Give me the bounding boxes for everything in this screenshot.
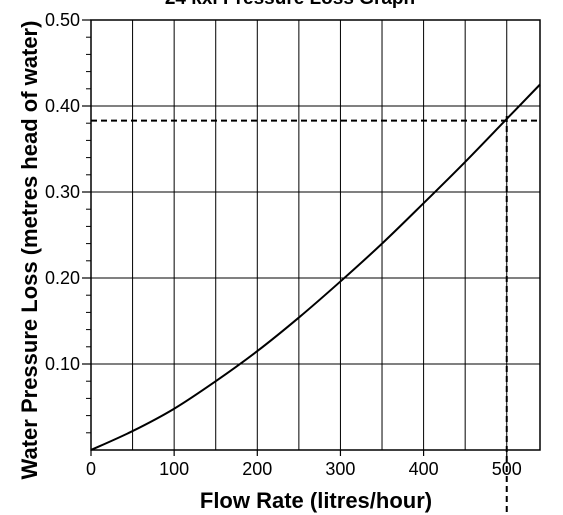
x-tick-label: 300 [325,459,355,479]
x-tick-label: 0 [86,459,96,479]
y-tick-label: 0.20 [45,268,80,288]
x-tick-label: 500 [492,459,522,479]
y-tick-label: 0.30 [45,182,80,202]
tick-labels: 0.10 0.20 0.30 0.40 0.50 0 100 200 300 400 500 [45,10,522,479]
series-line [90,83,541,451]
y-tick-label: 0.40 [45,96,80,116]
y-tick-label: 0.10 [45,354,80,374]
plot-area-frame [90,19,541,451]
minor-ticks [82,19,508,456]
x-tick-label: 200 [242,459,272,479]
reference-lines [91,116,537,515]
x-axis-label: Flow Rate (litres/hour) [200,488,432,513]
chart-title: 24 kxl Pressure Loss Graph [165,0,415,9]
y-tick-label: 0.50 [45,10,80,30]
y-axis-label: Water Pressure Loss (metres head of wate… [17,21,42,480]
x-tick-label: 100 [159,459,189,479]
series-layer [90,83,541,451]
grid [91,20,540,450]
x-tick-label: 400 [409,459,439,479]
